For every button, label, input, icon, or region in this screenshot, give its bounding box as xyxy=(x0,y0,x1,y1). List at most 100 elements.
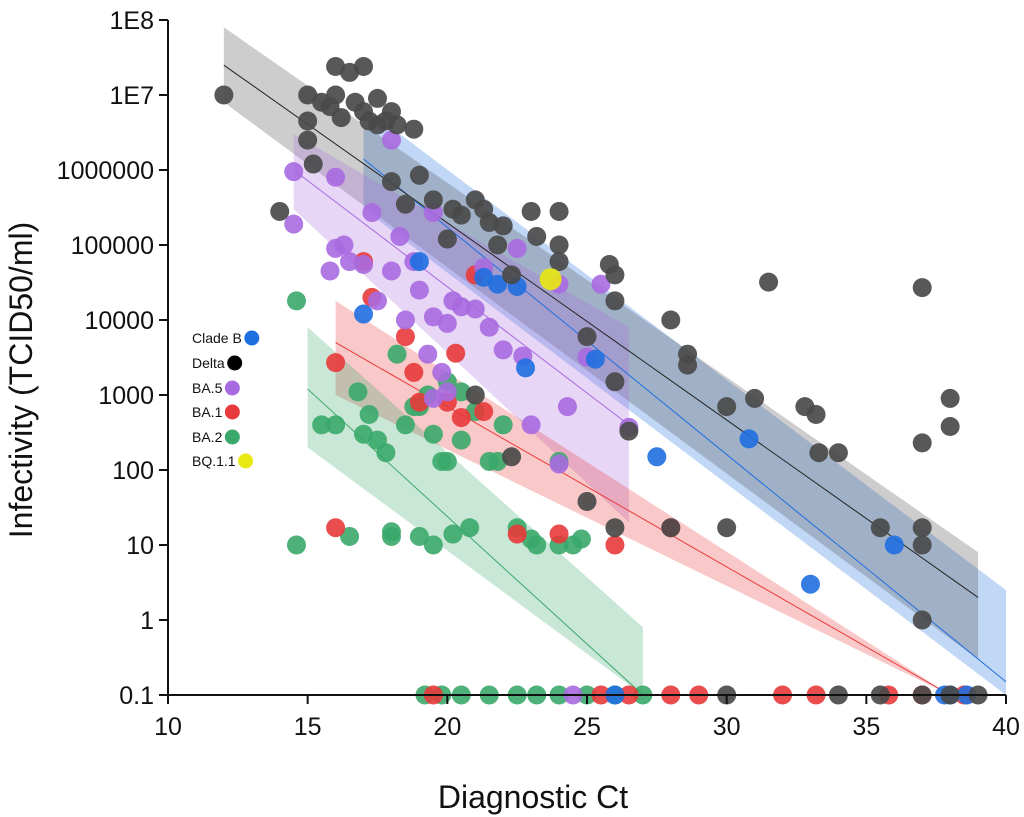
point-delta xyxy=(605,372,625,392)
point-delta xyxy=(298,85,318,105)
legend-item-ba-2: BA.2 xyxy=(192,429,240,445)
x-ticks: 10 15 20 25 30 35 40 xyxy=(154,695,1020,741)
legend-marker xyxy=(224,429,240,445)
point-delta xyxy=(717,518,737,538)
point-delta xyxy=(437,229,457,249)
point-clade-b xyxy=(739,429,759,449)
point-ba-5 xyxy=(437,313,457,333)
point-clade-b xyxy=(884,535,904,555)
point-ba-2 xyxy=(443,524,463,544)
point-ba-2 xyxy=(312,415,332,435)
point-ba-1 xyxy=(474,402,494,422)
point-delta xyxy=(661,310,681,330)
point-delta xyxy=(527,226,547,246)
legend-marker xyxy=(244,330,260,346)
point-delta xyxy=(303,154,323,174)
point-delta xyxy=(605,518,625,538)
point-ba-5 xyxy=(320,261,340,281)
point-delta xyxy=(661,518,681,538)
legend-item-ba-5: BA.5 xyxy=(192,380,240,396)
point-ba-1 xyxy=(451,408,471,428)
y-tick-label: 1E8 xyxy=(110,7,154,35)
confidence-band-ba-2 xyxy=(307,327,643,695)
point-ba-2 xyxy=(409,526,429,546)
point-delta xyxy=(298,111,318,131)
point-ba-2 xyxy=(387,344,407,364)
point-ba-5 xyxy=(451,297,471,317)
point-clade-b xyxy=(409,252,429,272)
point-ba-1 xyxy=(326,518,346,538)
point-ba-2 xyxy=(348,382,368,402)
point-ba-5 xyxy=(381,261,401,281)
point-ba-2 xyxy=(571,529,591,549)
x-tick-label: 40 xyxy=(992,713,1020,741)
point-delta xyxy=(465,385,485,405)
fit-line-clade-b xyxy=(363,158,1007,683)
legend-item-ba-1: BA.1 xyxy=(192,404,240,420)
point-delta xyxy=(368,88,387,108)
legend-marker xyxy=(224,404,240,420)
point-delta xyxy=(605,291,625,311)
point-delta xyxy=(326,85,346,105)
x-tick-label: 15 xyxy=(294,713,322,741)
point-delta xyxy=(409,165,429,185)
point-ba-1 xyxy=(395,327,415,347)
point-ba-5 xyxy=(418,344,438,364)
point-delta xyxy=(549,235,569,255)
point-delta xyxy=(354,56,374,76)
point-delta xyxy=(940,417,960,437)
point-delta xyxy=(298,130,318,150)
point-ba-2 xyxy=(286,535,306,555)
point-delta xyxy=(493,216,513,236)
point-ba-5 xyxy=(334,235,354,255)
y-tick-label: 100 xyxy=(112,457,154,485)
point-ba-5 xyxy=(409,280,429,300)
legend-label: BA.2 xyxy=(192,429,223,445)
point-delta xyxy=(488,235,508,255)
point-delta xyxy=(912,278,932,298)
point-ba-5 xyxy=(432,362,452,382)
point-ba-5 xyxy=(284,214,304,234)
confidence-band-ba-5 xyxy=(293,134,629,523)
point-delta xyxy=(577,492,597,512)
point-clade-b xyxy=(647,447,667,467)
x-tick-label: 35 xyxy=(852,713,880,741)
point-ba-5 xyxy=(479,317,499,337)
point-delta xyxy=(549,201,569,221)
point-delta xyxy=(745,388,765,408)
y-ticks: 0.1 1 10 100 1000 10000 100000 1000000 1E7 1E8 xyxy=(57,7,168,710)
point-delta xyxy=(577,327,597,347)
point-ba-5 xyxy=(362,203,382,223)
point-ba-5 xyxy=(591,274,611,294)
point-ba-5 xyxy=(557,397,577,417)
data-points xyxy=(214,56,988,705)
point-ba-5 xyxy=(507,238,527,258)
point-delta xyxy=(423,190,443,210)
point-delta xyxy=(806,404,826,424)
point-delta xyxy=(451,205,471,225)
legend-item-delta: Delta xyxy=(192,355,243,371)
point-ba-5 xyxy=(326,167,346,187)
point-delta xyxy=(912,518,932,538)
x-axis-title: Diagnostic Ct xyxy=(438,779,628,815)
point-ba-2 xyxy=(340,526,360,546)
legend-marker xyxy=(238,453,254,469)
point-ba-2 xyxy=(395,415,415,435)
point-delta xyxy=(395,194,415,214)
point-ba-5 xyxy=(368,291,387,311)
point-delta xyxy=(270,201,290,221)
y-tick-label: 10000 xyxy=(84,307,154,335)
point-ba-2 xyxy=(493,415,513,435)
legend-label: Clade B xyxy=(192,330,242,346)
point-delta xyxy=(549,252,569,272)
point-ba-5 xyxy=(284,162,304,182)
point-delta xyxy=(381,172,401,192)
y-tick-label: 1 xyxy=(140,607,154,635)
point-clade-b xyxy=(800,574,820,594)
point-ba-5 xyxy=(381,130,401,150)
point-ba-1 xyxy=(404,362,424,382)
point-ba-2 xyxy=(451,430,471,450)
point-ba-5 xyxy=(437,382,457,402)
y-tick-label: 1000000 xyxy=(57,157,154,185)
x-tick-label: 20 xyxy=(433,713,461,741)
